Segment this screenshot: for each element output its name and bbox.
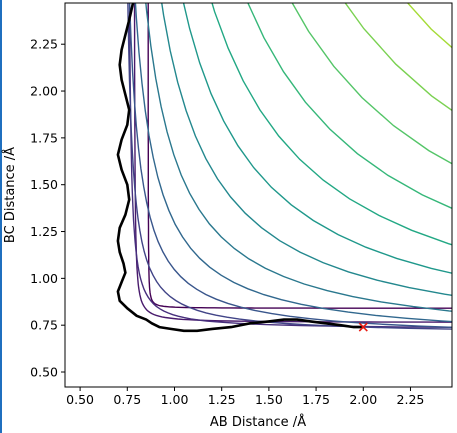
y-tick-label: 1.25 [30, 224, 58, 239]
contour-line [291, 3, 452, 165]
contour-line [211, 3, 452, 246]
contour-line [134, 3, 452, 323]
contour-line [133, 3, 452, 323]
plot-frame [64, 2, 453, 388]
x-tick-label: 2.25 [397, 392, 425, 407]
x-tick-label: 1.00 [161, 392, 189, 407]
contour-line [247, 3, 452, 210]
x-tick-label: 2.00 [349, 392, 377, 407]
left-edge-line [0, 0, 2, 433]
contour-line [128, 3, 452, 329]
y-tick-label: 2.00 [30, 84, 58, 99]
x-axis-ticks: 0.50 0.75 1.00 1.25 1.50 1.75 2.00 2.25 [66, 387, 424, 407]
y-tick-label: 2.25 [30, 37, 58, 52]
end-point-marker [358, 322, 368, 332]
contour-line [127, 3, 452, 330]
contour-lines [86, 3, 452, 372]
contour-line [344, 3, 452, 112]
x-tick-label: 0.75 [113, 392, 141, 407]
y-tick-label: 1.50 [30, 177, 58, 192]
x-tick-label: 0.50 [66, 392, 94, 407]
contour-line [161, 3, 452, 296]
y-axis-ticks: 0.50 0.75 1.00 1.25 1.50 1.75 2.00 2.25 [30, 37, 65, 380]
x-tick-label: 1.25 [208, 392, 236, 407]
contour-line [128, 3, 452, 329]
y-tick-label: 1.00 [30, 271, 58, 286]
trajectory-layer [116, 3, 368, 333]
contour-line [406, 3, 452, 49]
y-tick-label: 0.50 [30, 365, 58, 380]
trajectory-line [116, 3, 365, 333]
contour-line [147, 3, 452, 309]
y-tick-label: 1.75 [30, 130, 58, 145]
contour-line [182, 3, 452, 274]
x-axis-label: AB Distance /Å [210, 414, 306, 430]
contour-line [145, 3, 452, 312]
plot-area [65, 3, 452, 387]
x-tick-label: 1.50 [255, 392, 283, 407]
y-tick-label: 0.75 [30, 318, 58, 333]
x-tick-label: 1.75 [302, 392, 330, 407]
y-axis-label: BC Distance /Å [2, 147, 18, 243]
